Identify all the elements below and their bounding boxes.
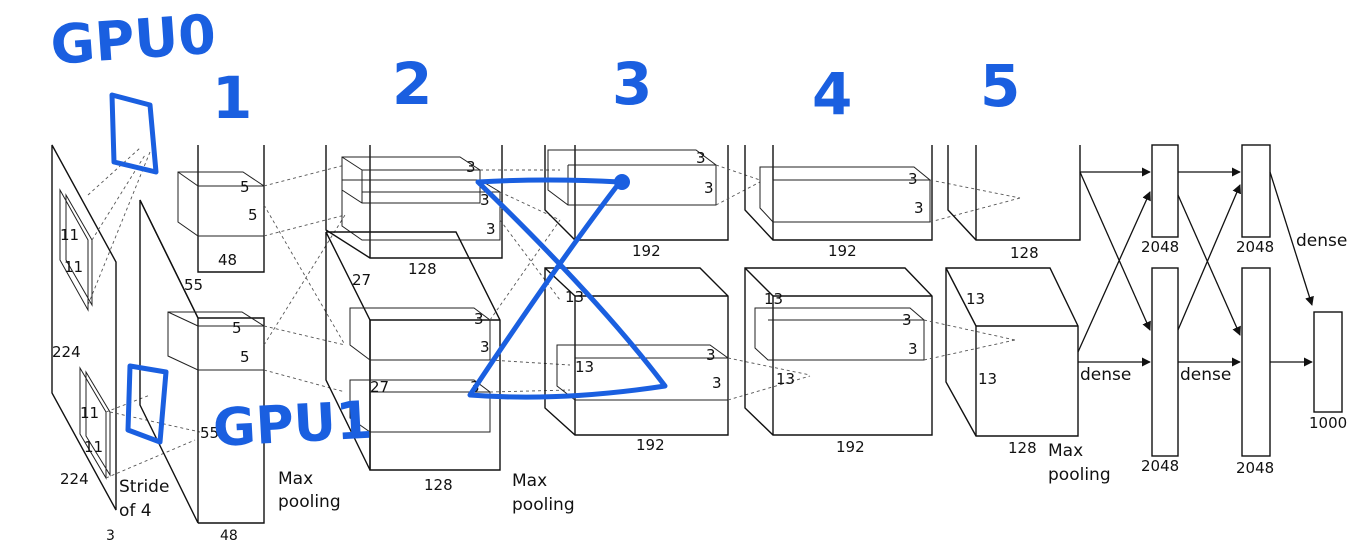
conv1-pool-1: Max xyxy=(278,469,313,489)
input-size-bottom: 224 xyxy=(60,470,89,488)
conv2-size-bot: 27 xyxy=(370,378,389,396)
conv1-layer: 5 5 48 55 5 5 55 48 Max pooling xyxy=(139,145,341,544)
conv4-k-bot-2: 3 xyxy=(908,340,918,358)
gpu0-label: GPU0 xyxy=(49,3,218,77)
fc2-top-size: 2048 xyxy=(1236,238,1274,256)
conv3-k-bot-2: 3 xyxy=(712,374,722,392)
fc2-bot-size: 2048 xyxy=(1236,459,1274,477)
gpu0-box-marker xyxy=(109,92,159,175)
dense-layers: 2048 2048 2048 2048 1000 dense dense den… xyxy=(1077,144,1347,477)
conv2-k-bot-1: 3 xyxy=(474,310,484,328)
conv1-bottom-block xyxy=(198,317,265,524)
fc1-top xyxy=(1151,144,1179,238)
conv4-size-b: 13 xyxy=(776,370,795,388)
conv5-size-a: 13 xyxy=(966,290,985,308)
layer-number-4: 4 xyxy=(812,60,852,128)
conv2-depth-bot: 128 xyxy=(424,476,453,494)
input-kernel-bot-a: 11 xyxy=(80,404,99,422)
conv1-kernel-top-a: 5 xyxy=(240,178,250,196)
conv1-pool-2: pooling xyxy=(278,492,341,512)
output-layer xyxy=(1313,311,1343,413)
conv3-layer: 3 3 192 13 3 13 3 192 xyxy=(544,145,729,454)
input-kernel-bot-b: 11 xyxy=(84,438,103,456)
conv3-k-top-1: 3 xyxy=(696,149,706,167)
conv3-depth-top: 192 xyxy=(632,242,661,260)
conv2-depth-top: 128 xyxy=(408,260,437,278)
input-size-side: 224 xyxy=(52,343,81,361)
conv1-size-top: 55 xyxy=(184,276,203,294)
layer-number-1: 1 xyxy=(212,64,252,132)
conv5-size-b: 13 xyxy=(978,370,997,388)
conv2-size-top: 27 xyxy=(352,271,371,289)
conv4-layer: 3 3 192 13 3 3 13 192 xyxy=(744,145,933,456)
fc1-bot-size: 2048 xyxy=(1141,457,1179,475)
conv2-layer: 3 3 3 128 27 3 3 3 27 128 Max pooling xyxy=(325,145,575,515)
conv4-k-top-1: 3 xyxy=(908,170,918,188)
conv3-k-bot-1: 3 xyxy=(706,346,716,364)
conv1-size-bot: 55 xyxy=(200,424,219,442)
dense-label-c: dense xyxy=(1296,231,1347,251)
conv4-k-bot-1: 3 xyxy=(902,311,912,329)
gpu1-box-marker xyxy=(125,363,169,445)
output-size: 1000 xyxy=(1309,414,1347,432)
conv1-depth-top: 48 xyxy=(218,251,237,269)
input-projections xyxy=(87,147,201,479)
conv2-k-top-1: 3 xyxy=(466,158,476,176)
conv1-kernel-bot-a: 5 xyxy=(232,319,242,337)
conv1-depth-bot: 48 xyxy=(220,528,238,544)
gpu1-label: GPU1 xyxy=(212,391,374,459)
input-image-slab xyxy=(51,144,117,511)
conv5-depth-bot: 128 xyxy=(1008,439,1037,457)
conv1-kernel-bot-b: 5 xyxy=(240,348,250,366)
conv2-k-top-2: 3 xyxy=(480,191,490,209)
input-kernel-top-a: 11 xyxy=(60,226,79,244)
dense-label-a: dense xyxy=(1080,365,1131,385)
layer-number-2: 2 xyxy=(392,50,432,118)
layer-number-5: 5 xyxy=(980,52,1020,120)
conv3-k-top-2: 3 xyxy=(704,179,714,197)
layer-number-3: 3 xyxy=(612,50,652,118)
conv4-depth-top: 192 xyxy=(828,242,857,260)
conv4-depth-bot: 192 xyxy=(836,438,865,456)
dense-label-b: dense xyxy=(1180,365,1231,385)
conv3-size-a: 13 xyxy=(565,288,584,306)
conv1-kernel-top-b: 5 xyxy=(248,206,258,224)
stride-label-2: of 4 xyxy=(119,501,152,521)
conv5-layer: 128 13 13 128 Max pooling xyxy=(945,145,1111,485)
conv2-pool-2: pooling xyxy=(512,495,575,515)
input-kernel-top xyxy=(59,188,89,312)
conv5-pool-1: Max xyxy=(1048,441,1083,461)
cross-gpu-connection-marker xyxy=(467,177,668,400)
fc1-top-size: 2048 xyxy=(1141,238,1179,256)
input-kernel-top-b: 11 xyxy=(64,258,83,276)
handwritten-annotations: GPU0 1 2 3 4 5 GPU1 xyxy=(49,3,1021,459)
fc2-bottom xyxy=(1241,267,1271,457)
conv5-pool-2: pooling xyxy=(1048,465,1111,485)
conv2-k-bot-2: 3 xyxy=(480,338,490,356)
stride-label-1: Stride xyxy=(119,477,169,497)
conv4-k-top-2: 3 xyxy=(914,199,924,217)
input-layer: 11 11 224 11 11 224 Stride of 4 3 xyxy=(51,144,169,544)
conv3-size-b: 13 xyxy=(575,358,594,376)
input-channels: 3 xyxy=(106,528,115,544)
fc2-top xyxy=(1241,144,1271,238)
conv5-depth-top: 128 xyxy=(1010,244,1039,262)
conv2-k-top-3: 3 xyxy=(486,220,496,238)
conv2-pool-1: Max xyxy=(512,471,547,491)
conv4-size-a: 13 xyxy=(764,290,783,308)
fc1-bottom xyxy=(1151,267,1179,457)
conv3-depth-bot: 192 xyxy=(636,436,665,454)
